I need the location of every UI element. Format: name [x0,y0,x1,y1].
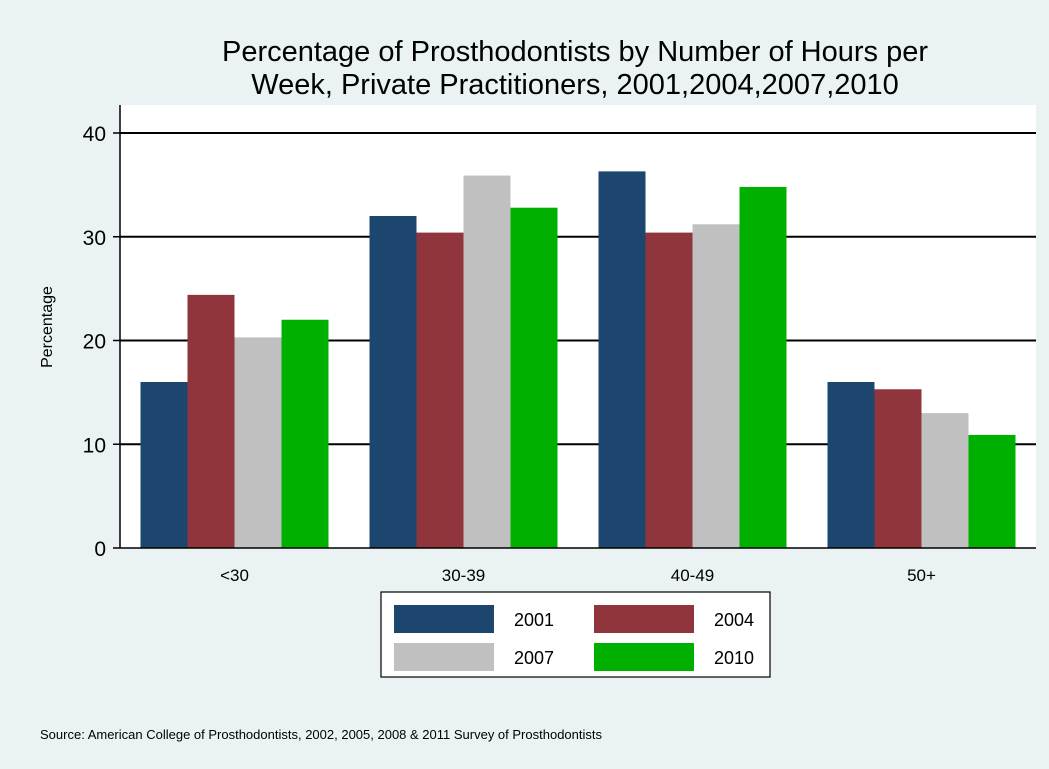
bar-2010 [968,434,1016,548]
chart-title-line-2: Week, Private Practitioners, 2001,2004,2… [251,69,899,101]
bar-2010 [739,186,787,548]
bar-2007 [921,413,969,548]
bars [140,171,1016,549]
y-axis-label: Percentage [39,286,56,368]
x-tick-label: <30 [220,566,249,585]
x-tick-label: 40-49 [671,566,714,585]
bar-2004 [416,232,464,548]
y-tick-label: 20 [83,331,106,354]
bar-2001 [140,382,188,548]
legend-label-2007: 2007 [514,648,554,668]
bar-2001 [598,171,646,548]
bar-2007 [234,337,282,548]
source-note: Source: American College of Prosthodonti… [40,727,602,742]
y-tick-label: 30 [83,227,106,250]
legend-label-2004: 2004 [714,610,754,630]
bar-2004 [645,232,693,548]
x-tick-label: 50+ [907,566,936,585]
legend-swatch-2010 [594,643,694,671]
legend-label-2001: 2001 [514,610,554,630]
bar-2001 [827,382,875,548]
legend-swatch-2004 [594,605,694,633]
legend-swatch-2001 [394,605,494,633]
y-tick-label: 10 [83,434,106,457]
y-tick-label: 0 [94,538,106,561]
bar-2004 [874,389,922,548]
x-tick-label: 30-39 [442,566,485,585]
axes: 0 10 20 30 40 <30 30-39 40-49 50+ [83,105,1036,585]
legend-label-2010: 2010 [714,648,754,668]
bar-2010 [281,319,329,548]
legend: 2001 2004 2007 2010 [380,591,771,678]
bar-2010 [510,207,558,548]
legend-swatch-2007 [394,643,494,671]
bar-2007 [463,175,511,548]
chart-title-line-1: Percentage of Prosthodontists by Number … [222,36,928,68]
bar-2004 [187,294,235,548]
bar-2001 [369,216,417,548]
y-tick-label: 40 [83,123,106,146]
bar-2007 [692,224,740,549]
